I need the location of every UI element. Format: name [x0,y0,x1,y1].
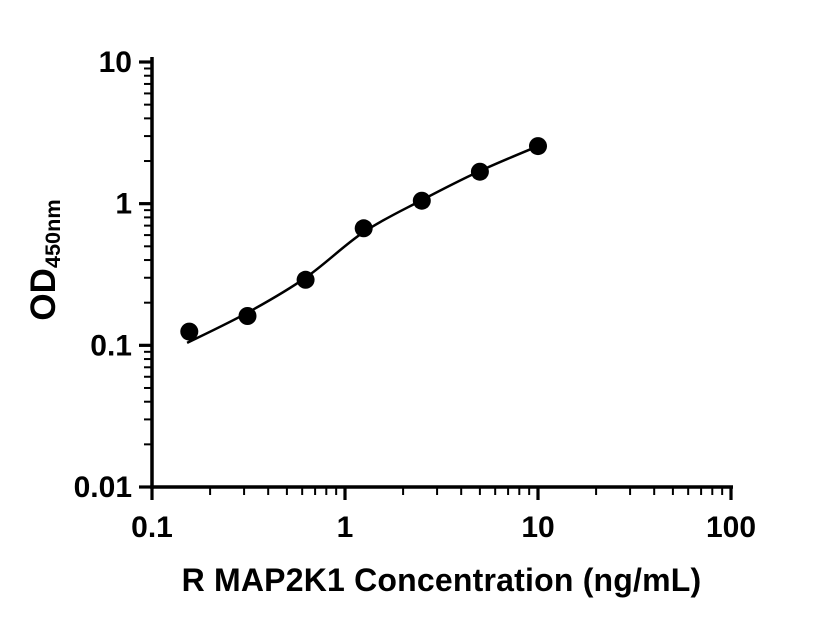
data-point [470,162,489,181]
y-tick-label: 1 [115,188,132,221]
y-axis-title: OD450nm [24,199,66,320]
y-tick-label: 10 [99,46,132,79]
x-tick-label: 0.1 [131,511,173,544]
data-point [180,322,199,341]
y-tick-label: 0.1 [90,329,132,362]
data-point [296,270,315,289]
x-tick-label: 10 [521,511,554,544]
y-axis-title-main: OD [23,268,63,321]
y-tick-label: 0.01 [74,471,132,504]
x-tick-label: 100 [706,511,756,544]
x-tick-label: 1 [337,511,354,544]
x-axis-title: R MAP2K1 Concentration (ng/mL) [181,562,702,598]
data-point [238,307,257,325]
data-point [354,219,373,238]
y-axis-title-sub: 450nm [40,199,66,269]
data-point [412,191,431,210]
data-point [529,137,547,156]
